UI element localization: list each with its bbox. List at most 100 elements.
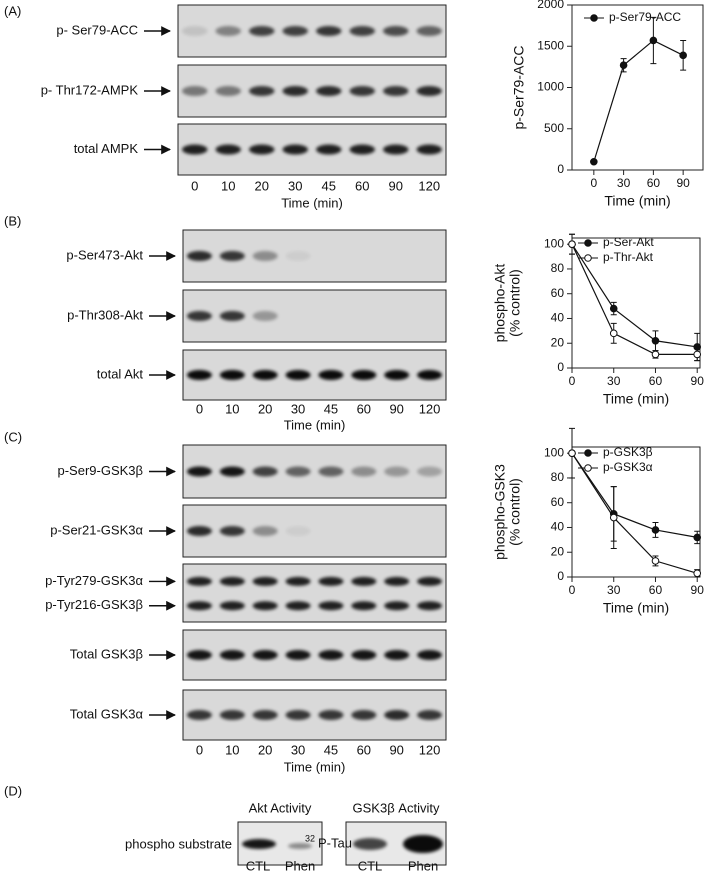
legend-marker <box>584 239 592 247</box>
lane-label: 90 <box>389 178 403 193</box>
x-tick-label: 0 <box>569 583 576 597</box>
band <box>417 601 443 611</box>
lane-label: 120 <box>419 742 441 757</box>
data-point <box>609 329 618 338</box>
band <box>318 466 344 477</box>
band <box>186 526 212 536</box>
legend-label: p-GSK3α <box>603 460 653 474</box>
time-label: Time (min) <box>281 195 343 210</box>
x-tick-label: 30 <box>607 374 621 388</box>
x-tick-label: 60 <box>649 374 663 388</box>
band <box>316 86 342 96</box>
legend-marker <box>584 449 592 457</box>
legend-marker <box>590 14 598 22</box>
time-label: Time (min) <box>284 417 346 432</box>
y-tick-label: 20 <box>551 335 565 349</box>
lane-label: 120 <box>419 401 441 416</box>
x-axis-label: Time (min) <box>604 193 670 209</box>
lane-label: 30 <box>288 178 302 193</box>
lane-label: 0 <box>196 742 203 757</box>
series-line <box>571 452 698 538</box>
y-tick-label: 40 <box>551 520 565 534</box>
row-label-sup: 32 <box>305 833 315 843</box>
band <box>351 710 377 720</box>
x-tick-label: 30 <box>607 583 621 597</box>
band <box>351 466 377 477</box>
band <box>252 311 278 321</box>
band <box>383 86 409 96</box>
band <box>351 370 377 380</box>
band <box>282 86 308 96</box>
data-point <box>693 533 702 542</box>
data-point <box>651 557 660 565</box>
data-point <box>609 304 618 313</box>
band <box>186 251 212 261</box>
band <box>219 650 245 660</box>
band <box>252 601 278 611</box>
blot <box>182 563 447 623</box>
band <box>383 26 409 36</box>
lane-label: 45 <box>324 742 338 757</box>
band <box>318 601 344 611</box>
panel-label: (D) <box>4 783 22 798</box>
data-point <box>590 157 598 166</box>
band <box>351 601 377 611</box>
band <box>186 466 212 477</box>
lane-label: 20 <box>258 401 272 416</box>
data-point <box>693 569 702 578</box>
y-tick-label: 80 <box>551 261 565 275</box>
band <box>288 843 312 849</box>
band <box>215 86 241 96</box>
band <box>252 576 278 586</box>
band <box>316 144 342 155</box>
band <box>417 466 443 477</box>
band <box>249 144 275 155</box>
band <box>353 838 387 850</box>
data-point <box>619 61 628 70</box>
y-tick-label: 500 <box>544 121 564 135</box>
band <box>349 26 375 36</box>
band <box>417 650 443 660</box>
band <box>383 144 409 155</box>
band <box>215 26 241 36</box>
lane-label: 90 <box>389 742 403 757</box>
panel-label: (B) <box>4 213 21 228</box>
lane-label: 120 <box>418 178 440 193</box>
x-tick-label: 90 <box>676 176 690 190</box>
row-label: p- Thr172-AMPK <box>41 82 139 97</box>
band <box>219 576 245 586</box>
band <box>219 466 245 477</box>
y-tick-label: 60 <box>551 286 565 300</box>
row-label: p- Ser79-ACC <box>56 22 138 37</box>
row-label: Total GSK3α <box>70 706 144 721</box>
assay-title: Akt Activity <box>249 800 312 815</box>
y-tick-label: 0 <box>557 162 564 176</box>
band <box>182 26 208 36</box>
lane-label: 30 <box>291 401 305 416</box>
x-tick-label: 30 <box>617 176 631 190</box>
y-axis-label: phospho-GSK3 <box>492 464 508 560</box>
row-label: total AMPK <box>74 141 139 156</box>
panel-label: (C) <box>4 429 22 444</box>
row-label: p-Ser9-GSK3β <box>57 463 143 478</box>
band <box>416 26 442 36</box>
band <box>318 576 344 586</box>
lane-label: 90 <box>389 401 403 416</box>
band <box>182 144 208 155</box>
x-tick-label: 0 <box>569 374 576 388</box>
x-tick-label: 90 <box>691 374 705 388</box>
legend-label: p-Ser79-ACC <box>609 10 681 24</box>
band <box>416 144 442 155</box>
band <box>285 251 311 261</box>
y-tick-label: 0 <box>557 569 564 583</box>
lane-label: Phen <box>408 858 438 873</box>
band <box>219 710 245 720</box>
band <box>252 650 278 660</box>
band <box>252 251 278 261</box>
x-tick-label: 90 <box>691 583 705 597</box>
band <box>384 710 410 720</box>
legend-marker <box>584 464 592 472</box>
data-point <box>568 449 576 457</box>
legend-label: p-GSK3β <box>603 445 653 459</box>
y-tick-label: 1000 <box>537 80 564 94</box>
